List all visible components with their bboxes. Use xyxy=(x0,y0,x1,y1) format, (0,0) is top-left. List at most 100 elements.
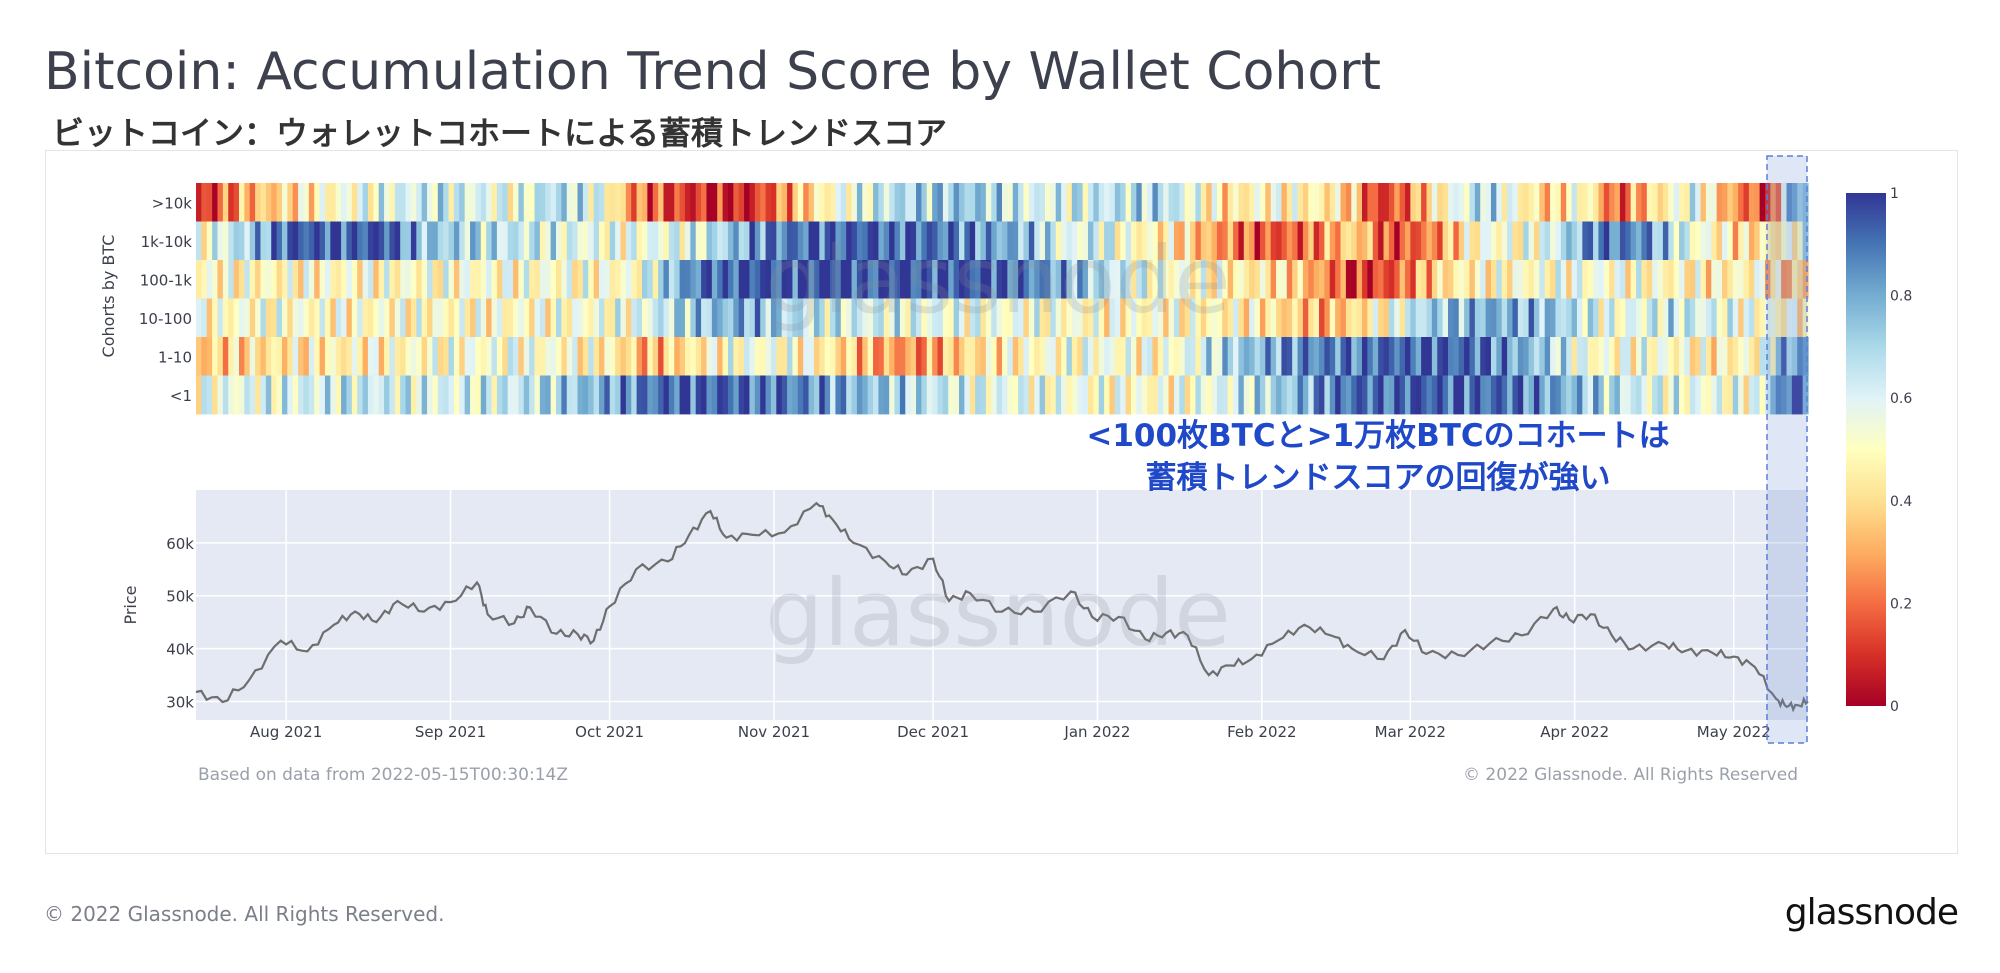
heatmap-cell xyxy=(883,221,890,261)
colorbar-tick: 0.8 xyxy=(1890,289,1912,305)
heatmap-cell xyxy=(1523,260,1530,299)
heatmap-cell xyxy=(217,221,224,261)
heatmap-cell xyxy=(389,183,396,222)
heatmap-cell xyxy=(1367,260,1374,299)
heatmap-cell xyxy=(1496,260,1503,299)
heatmap-cell xyxy=(362,221,369,261)
heatmap-cell xyxy=(222,337,229,376)
heatmap-cell xyxy=(1281,221,1288,261)
heatmap-cell xyxy=(1152,298,1159,338)
heatmap-cell xyxy=(1109,375,1116,415)
heatmap-cell xyxy=(1786,375,1793,415)
heatmap-cell xyxy=(1120,221,1127,261)
heatmap-cell xyxy=(695,375,702,415)
heatmap-cell xyxy=(513,375,519,415)
heatmap-cell xyxy=(1125,260,1132,299)
heatmap-cell xyxy=(588,183,595,222)
heatmap-cell xyxy=(265,221,272,261)
heatmap-cell xyxy=(835,260,842,299)
heatmap-cell xyxy=(1490,221,1497,261)
heatmap-cell xyxy=(1012,183,1019,222)
heatmap-cell xyxy=(1442,375,1449,415)
heatmap-cell xyxy=(1641,183,1648,222)
heatmap-cell xyxy=(636,260,643,299)
heatmap-cell xyxy=(1184,183,1191,222)
heatmap-cell xyxy=(1012,298,1019,338)
heatmap-cell xyxy=(421,260,428,299)
heatmap-cell xyxy=(663,298,670,338)
heatmap-cell xyxy=(781,298,788,338)
heatmap-cell xyxy=(679,260,686,299)
heatmap-cell xyxy=(196,337,202,376)
heatmap-cell xyxy=(1211,221,1218,261)
heatmap-cell xyxy=(1464,221,1471,261)
heatmap-cell xyxy=(717,337,724,376)
heatmap-cell xyxy=(1077,221,1084,261)
heatmap-cell xyxy=(1163,375,1170,415)
heatmap-cell xyxy=(486,337,493,376)
heatmap-cell xyxy=(1211,260,1218,299)
heatmap-cell xyxy=(932,337,939,376)
heatmap-cell xyxy=(926,375,933,415)
heatmap-cell xyxy=(281,183,288,222)
heatmap-cell xyxy=(1071,260,1078,299)
heatmap-cell xyxy=(1689,375,1696,415)
heatmap-cell xyxy=(1120,375,1127,415)
heatmap-cell xyxy=(1668,298,1675,338)
heatmap-cell xyxy=(1173,260,1180,299)
heatmap-cell xyxy=(1324,260,1331,299)
heatmap-cell xyxy=(1243,260,1250,299)
heatmap-cell xyxy=(1136,337,1143,376)
heatmap-cell xyxy=(593,221,600,261)
heatmap-cell xyxy=(717,260,724,299)
heatmap-cell xyxy=(878,298,885,338)
heatmap-row-label: >10k xyxy=(152,194,193,212)
heatmap-cell xyxy=(244,260,251,299)
heatmap-cell xyxy=(1222,221,1229,261)
heatmap-cell xyxy=(684,375,691,415)
heatmap-cell xyxy=(1206,260,1213,299)
heatmap-cell xyxy=(631,298,638,338)
heatmap-cell xyxy=(1130,375,1137,415)
heatmap-cell xyxy=(679,375,686,415)
heatmap-cell xyxy=(572,375,579,415)
heatmap-cell xyxy=(1415,298,1422,338)
heatmap-cell xyxy=(991,298,998,338)
colorbar-ticks: 00.20.40.60.81 xyxy=(1890,186,1912,715)
heatmap-cell xyxy=(233,337,240,376)
heatmap-cell xyxy=(1555,221,1562,261)
heatmap-cell xyxy=(1668,375,1675,415)
heatmap-cell xyxy=(1722,337,1728,376)
heatmap-cell xyxy=(427,221,434,261)
heatmap-cell xyxy=(1571,375,1578,415)
heatmap-cell xyxy=(738,375,745,415)
heatmap-cell xyxy=(1555,260,1562,299)
heatmap-cell xyxy=(1147,375,1154,415)
heatmap-cell xyxy=(1394,375,1401,415)
heatmap-cell xyxy=(959,183,965,222)
heatmap-cell xyxy=(824,183,831,222)
heatmap-cell xyxy=(808,375,815,415)
heatmap-cell xyxy=(754,337,761,376)
heatmap-cell xyxy=(883,260,890,299)
heatmap-cell xyxy=(1055,183,1062,222)
heatmap-cell xyxy=(803,298,810,338)
heatmap-cell xyxy=(889,337,896,376)
heatmap-cell xyxy=(1281,183,1288,222)
heatmap-cell xyxy=(346,260,353,299)
heatmap-cell xyxy=(942,221,949,261)
heatmap-cell xyxy=(400,375,407,415)
heatmap-cell xyxy=(1485,221,1492,261)
heatmap-cell xyxy=(588,375,595,415)
heatmap-cell xyxy=(1372,260,1379,299)
heatmap-cell xyxy=(620,183,627,222)
heatmap-cell xyxy=(851,298,858,338)
heatmap-cell xyxy=(373,375,380,415)
heatmap-cell xyxy=(1007,221,1014,261)
heatmap-cell xyxy=(1560,298,1567,338)
heatmap-cell xyxy=(1259,337,1266,376)
heatmap-cell xyxy=(582,183,589,222)
heatmap-cell xyxy=(878,183,885,222)
heatmap-cell xyxy=(1034,375,1041,415)
heatmap-cell xyxy=(1405,298,1411,338)
